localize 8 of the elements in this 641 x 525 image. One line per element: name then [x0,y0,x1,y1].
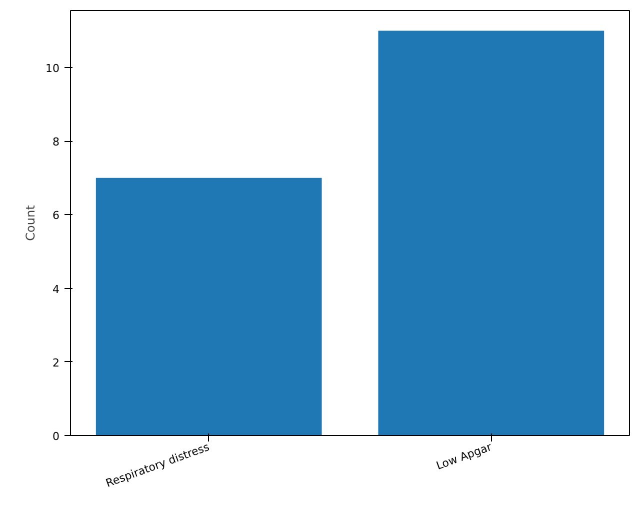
x-tick-label: Low Apgar [434,440,494,472]
y-tick-label: 8 [52,136,60,149]
y-tick-label: 0 [52,430,60,443]
y-tick-label: 4 [52,282,60,296]
y-tick-label: 6 [52,209,60,222]
y-axis-title: Count [24,204,38,241]
y-tick-label: 10 [46,62,60,76]
y-tick-label: 2 [52,356,60,370]
